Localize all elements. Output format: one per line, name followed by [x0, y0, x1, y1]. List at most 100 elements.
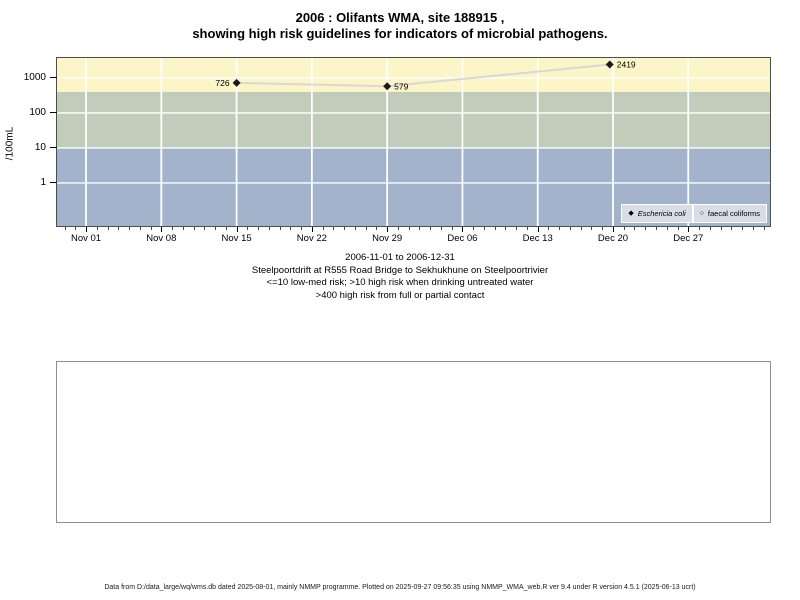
x-minor-tick	[569, 227, 571, 230]
x-minor-tick	[559, 227, 561, 230]
x-minor-tick	[451, 227, 453, 230]
empty-panel	[56, 361, 771, 523]
subtitle-risk-note-contact: >400 high risk from full or partial cont…	[315, 289, 485, 301]
x-minor-tick	[290, 227, 292, 230]
legend-label-eschericia-coli: Eschericia coli	[637, 209, 686, 218]
x-tick-label: Nov 15	[221, 233, 252, 244]
x-minor-tick	[279, 227, 281, 230]
chart-title-line1: 2006 : Olifants WMA, site 188915 ,	[295, 10, 505, 25]
x-major-tick	[537, 227, 539, 232]
x-minor-tick	[709, 227, 711, 230]
x-minor-tick	[397, 227, 399, 230]
x-minor-tick	[322, 227, 324, 230]
chart-legend: ◆ Eschericia coli ○ faecal coliforms	[621, 204, 767, 223]
data-point-label: 2419	[617, 60, 636, 70]
x-minor-tick	[731, 227, 733, 230]
x-minor-tick	[172, 227, 174, 230]
chart-title-line2: showing high risk guidelines for indicat…	[192, 26, 608, 41]
x-tick-label: Dec 27	[673, 233, 704, 244]
x-minor-tick	[150, 227, 152, 230]
x-minor-tick	[430, 227, 432, 230]
data-point-marker	[383, 82, 392, 91]
x-minor-tick	[473, 227, 475, 230]
x-minor-tick	[139, 227, 141, 230]
x-minor-tick	[225, 227, 227, 230]
x-minor-tick	[699, 227, 701, 230]
legend-label-faecal-coliforms: faecal coliforms	[707, 209, 760, 218]
x-minor-tick	[247, 227, 249, 230]
x-minor-tick	[408, 227, 410, 230]
x-tick-label: Nov 22	[296, 233, 327, 244]
x-tick-label: Dec 06	[447, 233, 478, 244]
x-tick-label: Nov 01	[70, 233, 102, 244]
y-tick-label: 10	[34, 141, 46, 153]
x-minor-tick	[75, 227, 77, 230]
x-minor-tick	[376, 227, 378, 230]
x-minor-tick	[268, 227, 270, 230]
y-tick-label: 100	[29, 106, 46, 118]
plot-area: 726 579 2419	[57, 58, 770, 226]
x-major-tick	[387, 227, 389, 232]
x-minor-tick	[623, 227, 625, 230]
x-minor-tick	[204, 227, 206, 230]
x-minor-tick	[344, 227, 346, 230]
x-tick-label: Nov 08	[146, 233, 177, 244]
data-point-marker	[605, 60, 614, 69]
x-minor-tick	[365, 227, 367, 230]
x-major-tick	[311, 227, 313, 232]
x-minor-tick	[742, 227, 744, 230]
x-minor-tick	[602, 227, 604, 230]
chart-subtitle: 2006-11-01 to 2006-12-31 Steelpoortdrift…	[0, 252, 800, 302]
x-minor-tick	[720, 227, 722, 230]
subtitle-risk-note-drinking: <=10 low-med risk; >10 high risk when dr…	[266, 277, 534, 289]
legend-item-eschericia-coli: ◆ Eschericia coli	[621, 204, 693, 223]
filled-diamond-icon: ◆	[628, 210, 634, 217]
data-point-label: 726	[215, 78, 229, 88]
x-minor-tick	[129, 227, 131, 230]
subtitle-date-range: 2006-11-01 to 2006-12-31	[345, 252, 455, 263]
risk-band	[57, 91, 770, 148]
y-tick-label: 1000	[23, 71, 46, 83]
x-major-tick	[462, 227, 464, 232]
x-minor-tick	[505, 227, 507, 230]
x-minor-tick	[666, 227, 668, 230]
y-tick	[50, 147, 57, 149]
x-minor-tick	[591, 227, 593, 230]
x-minor-tick	[677, 227, 679, 230]
x-minor-tick	[333, 227, 335, 230]
x-major-tick	[688, 227, 690, 232]
x-major-tick	[161, 227, 163, 232]
data-point-marker	[232, 78, 241, 87]
x-minor-tick	[215, 227, 217, 230]
x-minor-tick	[64, 227, 66, 230]
x-tick-label: Dec 13	[522, 233, 553, 244]
y-tick	[50, 77, 57, 79]
x-minor-tick	[752, 227, 754, 230]
x-minor-tick	[483, 227, 485, 230]
open-circle-icon: ○	[699, 210, 704, 217]
x-minor-tick	[182, 227, 184, 230]
chart-title: 2006 : Olifants WMA, site 188915 , showi…	[0, 10, 800, 42]
x-minor-tick	[763, 227, 765, 230]
x-major-tick	[612, 227, 614, 232]
footer-caption: Data from D:/data_large/wq/wms.db dated …	[104, 584, 696, 591]
x-minor-tick	[107, 227, 109, 230]
x-minor-tick	[301, 227, 303, 230]
x-minor-tick	[118, 227, 120, 230]
x-major-tick	[86, 227, 88, 232]
x-axis: Nov 01 Nov 08 Nov 15 Nov 22 Nov 29 Dec 06 Dec …	[57, 227, 770, 249]
x-tick-label: Nov 29	[372, 233, 403, 244]
plot-panel: 726 579 2419 ◆ Eschericia coli ○ faecal co…	[56, 57, 771, 227]
x-minor-tick	[516, 227, 518, 230]
x-minor-tick	[634, 227, 636, 230]
x-minor-tick	[258, 227, 260, 230]
x-major-tick	[236, 227, 238, 232]
y-tick	[50, 112, 57, 114]
x-tick-label: Dec 20	[597, 233, 629, 244]
data-point-label: 579	[394, 81, 408, 91]
x-minor-tick	[354, 227, 356, 230]
x-minor-tick	[645, 227, 647, 230]
y-tick	[50, 182, 57, 184]
x-minor-tick	[96, 227, 98, 230]
